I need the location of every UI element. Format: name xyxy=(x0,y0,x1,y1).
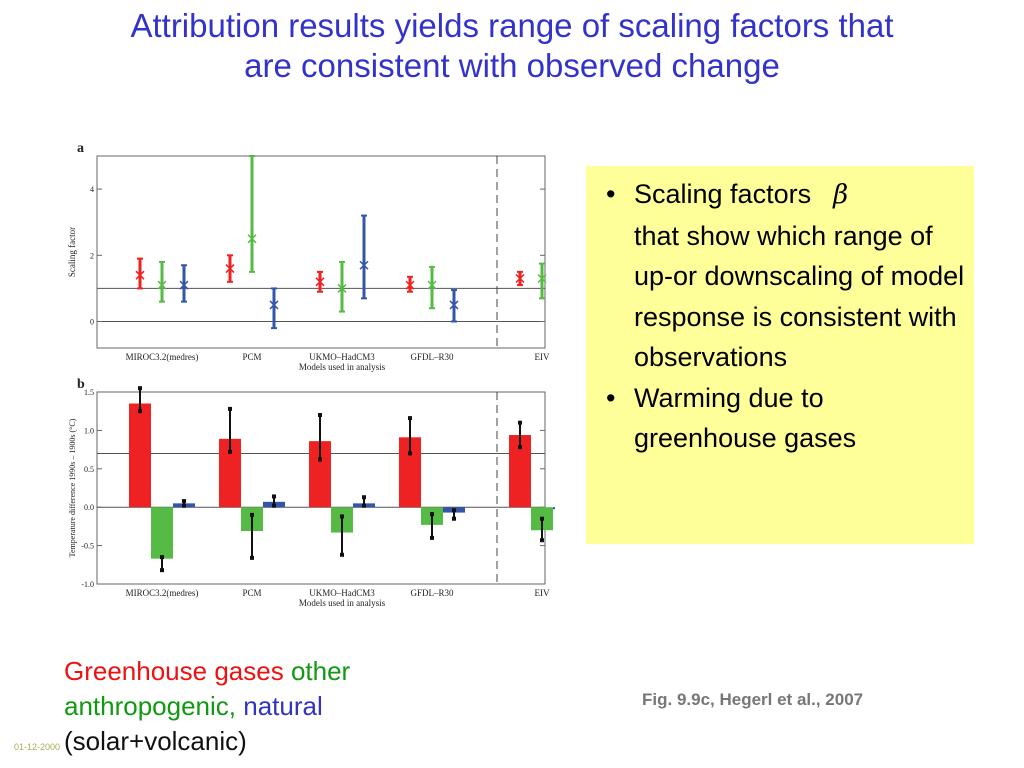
beta-symbol: β xyxy=(833,180,849,210)
y-tick-label: -0.5 xyxy=(81,542,94,551)
y-tick-label: 0.5 xyxy=(84,465,94,474)
bar-natural xyxy=(553,507,555,510)
y-tick-label: 4 xyxy=(90,185,94,194)
panel-a-letter: a xyxy=(77,141,84,156)
y-axis-label: Scaling factor xyxy=(67,227,77,277)
error-cap-top xyxy=(540,516,544,521)
error-cap-bottom xyxy=(250,555,254,560)
slide-title-line-2: are consistent with observed change xyxy=(244,47,780,84)
error-cap-bottom xyxy=(228,449,232,454)
best-estimate-point xyxy=(449,300,459,310)
category-label: MIROC3.2(medres) xyxy=(126,588,199,598)
error-cap-top xyxy=(182,499,186,504)
error-cap-bottom xyxy=(540,538,544,543)
legend-solar-volcanic: (solar+volcanic) xyxy=(64,726,247,756)
y-tick-label: 0.0 xyxy=(84,503,94,512)
best-estimate-point xyxy=(405,280,415,290)
bullet-2-text: Warming due to greenhouse gases xyxy=(634,382,857,454)
error-cap-bottom xyxy=(518,445,522,450)
best-estimate-point xyxy=(269,300,279,310)
error-cap-top xyxy=(250,512,254,517)
category-label: PCM xyxy=(242,352,261,362)
best-estimate-point xyxy=(337,283,347,293)
y-tick-label: -1.0 xyxy=(81,580,94,589)
error-cap-bottom xyxy=(408,451,412,456)
error-cap-bottom xyxy=(430,535,434,540)
slide-title-line-1: Attribution results yields range of scal… xyxy=(130,7,894,44)
date-stamp: 01-12-2000 xyxy=(14,742,61,752)
category-label: EIV xyxy=(535,352,550,362)
bar-greenhouse xyxy=(129,403,151,508)
legend-greenhouse: Greenhouse gases xyxy=(64,656,284,686)
bullet-scaling-factors: Scaling factors β that show which range of… xyxy=(600,174,966,378)
plot-frame xyxy=(96,155,546,349)
error-cap-top xyxy=(340,514,344,519)
error-cap-top xyxy=(452,508,456,513)
legend-natural: natural xyxy=(243,691,323,721)
y-tick-label: 0 xyxy=(90,318,94,327)
error-cap-top xyxy=(430,512,434,517)
y-axis-label: Temperature difference 1990s – 1900s (°C… xyxy=(68,418,77,557)
best-estimate-point xyxy=(315,277,325,287)
legend-anthropogenic: anthropogenic, xyxy=(64,691,237,721)
y-tick-label: 2 xyxy=(90,251,94,260)
category-label: PCM xyxy=(242,588,261,598)
error-cap-bottom xyxy=(452,516,456,521)
y-tick-label: 1.0 xyxy=(84,426,94,435)
category-label: EIV xyxy=(535,588,550,598)
figure-reference: Fig. 9.9c, Hegerl et al., 2007 xyxy=(642,690,864,709)
bar-greenhouse xyxy=(399,437,421,508)
category-label: MIROC3.2(medres) xyxy=(126,352,199,362)
bullet-1-prefix: Scaling factors xyxy=(634,179,812,209)
best-estimate-point xyxy=(157,280,167,290)
category-label: UKMO–HadCM3 xyxy=(309,588,375,598)
bullet-warming: Warming due to greenhouse gases xyxy=(600,378,966,459)
bullet-list: Scaling factors β that show which range of… xyxy=(600,174,966,459)
best-estimate-point xyxy=(225,264,235,274)
models-used-label: Models used in analysis xyxy=(299,598,386,608)
error-cap-bottom xyxy=(138,409,142,414)
error-cap-top xyxy=(362,495,366,500)
slide-title: Attribution results yields range of scal… xyxy=(20,6,1004,86)
color-legend: Greenhouse gases other anthropogenic, na… xyxy=(64,654,484,759)
panel-b-temperature-difference: -1.0 -0.5 0.0 0.5 1.0 1.5 Temperature differen… xyxy=(68,386,555,608)
error-cap-bottom xyxy=(182,503,186,508)
category-label: GFDL–R30 xyxy=(410,588,454,598)
best-estimate-point xyxy=(427,280,437,290)
error-cap-bottom xyxy=(362,503,366,508)
bar-greenhouse xyxy=(309,441,331,508)
error-cap-bottom xyxy=(160,568,164,573)
error-cap-top xyxy=(228,406,232,411)
models-used-label: Models used in analysis xyxy=(299,362,386,372)
error-cap-top xyxy=(272,494,276,499)
error-cap-top xyxy=(518,420,522,425)
error-cap-bottom xyxy=(272,503,276,508)
plot-frame xyxy=(96,391,546,585)
y-tick-label: 1.5 xyxy=(84,388,94,397)
error-cap-bottom xyxy=(340,552,344,557)
error-cap-top xyxy=(318,413,322,418)
bar-greenhouse xyxy=(509,435,531,508)
error-cap-top xyxy=(138,386,142,391)
error-cap-bottom xyxy=(318,457,322,462)
bar-greenhouse xyxy=(219,438,241,508)
best-estimate-point xyxy=(135,270,145,280)
category-label: GFDL–R30 xyxy=(410,352,454,362)
category-label: UKMO–HadCM3 xyxy=(309,352,375,362)
attribution-charts: a b 0 2 4 Scaling factor MIROC3.2(medres) PCM… xyxy=(67,141,555,608)
best-estimate-point xyxy=(537,273,547,284)
legend-other: other xyxy=(290,656,351,686)
best-estimate-point xyxy=(515,273,525,284)
bullet-1-rest: that show which range of up-or downscali… xyxy=(634,220,965,373)
best-estimate-point xyxy=(359,260,369,270)
error-cap-top xyxy=(408,416,412,421)
bar-other-anthropogenic xyxy=(151,507,173,559)
error-cap-top xyxy=(160,555,164,560)
best-estimate-point xyxy=(179,280,189,290)
best-estimate-point xyxy=(247,234,257,244)
panel-b-letter: b xyxy=(77,377,85,392)
panel-a-scaling-factors: 0 2 4 Scaling factor MIROC3.2(medres) PCM UKMO… xyxy=(67,155,550,372)
bullet-box: Scaling factors β that show which range of… xyxy=(586,166,974,544)
